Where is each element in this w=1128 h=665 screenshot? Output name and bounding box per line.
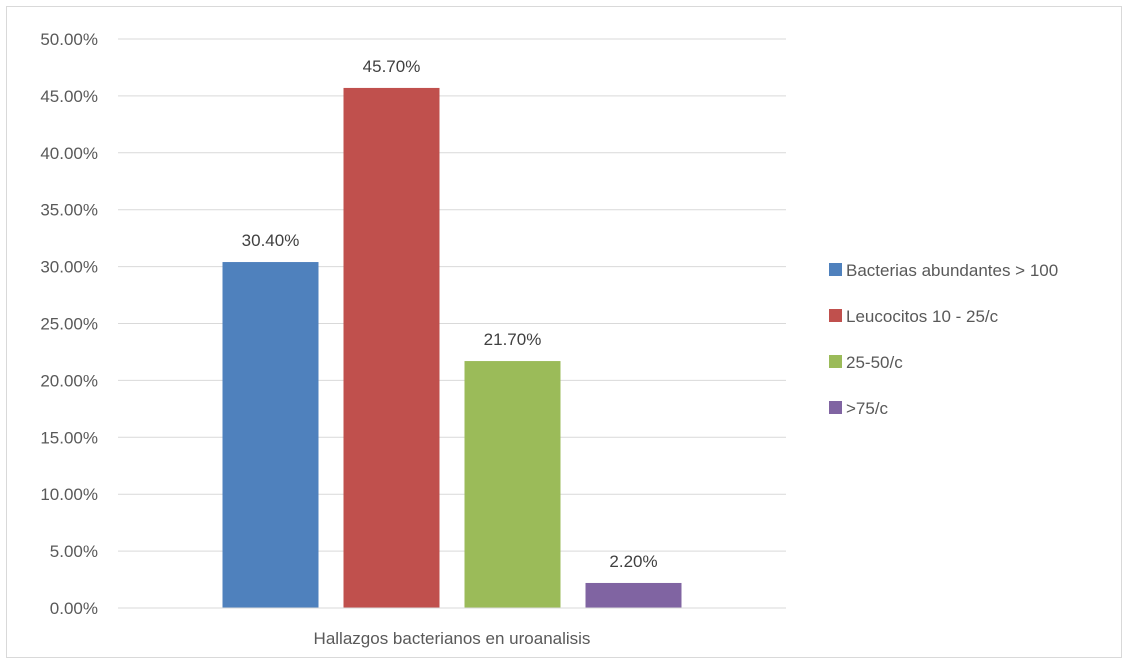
y-tick-label: 5.00%: [50, 542, 98, 561]
y-tick-label: 35.00%: [40, 201, 98, 220]
legend-label-1: Bacterias abundantes > 100: [846, 261, 1058, 280]
y-tick-label: 30.00%: [40, 258, 98, 277]
legend-label-2: Leucocitos 10 - 25/c: [846, 307, 999, 326]
bar-3: [464, 361, 561, 608]
y-tick-label: 25.00%: [40, 315, 98, 334]
legend: Bacterias abundantes > 100 Leucocitos 10 …: [829, 261, 1058, 418]
bars: [222, 87, 682, 608]
y-tick-label: 15.00%: [40, 428, 98, 447]
gridlines: [118, 38, 786, 552]
legend-swatch-4: [829, 401, 842, 414]
legend-swatch-3: [829, 355, 842, 368]
data-label-3: 21.70%: [484, 330, 542, 349]
y-tick-label: 0.00%: [50, 599, 98, 618]
legend-swatch-2: [829, 309, 842, 322]
data-label-4: 2.20%: [609, 552, 657, 571]
chart-frame: [6, 6, 1122, 658]
y-axis-tick-labels: 0.00% 5.00% 10.00% 15.00% 20.00% 25.00% 30.00%…: [40, 30, 98, 618]
y-tick-label: 50.00%: [40, 30, 98, 49]
legend-label-3: 25-50/c: [846, 353, 903, 372]
data-labels: 30.40% 45.70% 21.70% 2.20%: [242, 57, 658, 571]
category-label: Hallazgos bacterianos en uroanalisis: [314, 629, 591, 648]
y-tick-label: 10.00%: [40, 485, 98, 504]
bar-4: [585, 582, 682, 608]
y-tick-label: 45.00%: [40, 87, 98, 106]
y-tick-label: 20.00%: [40, 371, 98, 390]
data-label-1: 30.40%: [242, 231, 300, 250]
bar-2: [343, 87, 440, 608]
data-label-2: 45.70%: [363, 57, 421, 76]
bar-1: [222, 262, 319, 608]
legend-label-4: >75/c: [846, 399, 889, 418]
y-tick-label: 40.00%: [40, 144, 98, 163]
legend-swatch-1: [829, 263, 842, 276]
